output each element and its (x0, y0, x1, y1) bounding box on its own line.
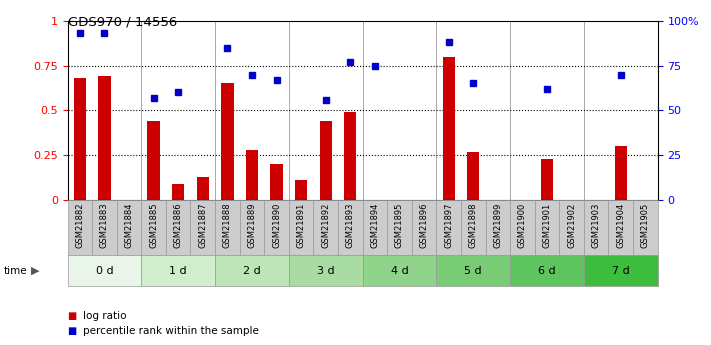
Bar (319, 121, 332, 200)
Text: ■: ■ (68, 326, 77, 336)
Bar (270, 164, 283, 200)
Text: GSM21883: GSM21883 (100, 203, 109, 248)
Text: GSM21893: GSM21893 (346, 203, 355, 248)
Bar (614, 146, 627, 200)
Text: GSM21903: GSM21903 (592, 203, 601, 248)
Bar (633, 200, 658, 255)
Text: GSM21892: GSM21892 (321, 203, 330, 248)
Bar (74, 78, 86, 200)
Text: GSM21896: GSM21896 (419, 203, 429, 248)
Bar (437, 255, 510, 286)
Bar (172, 184, 184, 200)
Text: GSM21890: GSM21890 (272, 203, 281, 248)
Bar (560, 200, 584, 255)
Text: GSM21887: GSM21887 (198, 203, 208, 248)
Bar (510, 255, 584, 286)
Text: GSM21886: GSM21886 (173, 203, 183, 248)
Text: 2 d: 2 d (243, 266, 261, 276)
Text: GDS970 / 14556: GDS970 / 14556 (68, 16, 177, 29)
Text: GSM21900: GSM21900 (518, 203, 527, 248)
Text: 3 d: 3 d (317, 266, 335, 276)
Text: GSM21901: GSM21901 (542, 203, 552, 248)
Bar (221, 83, 233, 200)
Text: percentile rank within the sample: percentile rank within the sample (83, 326, 259, 336)
Text: ■: ■ (68, 311, 77, 321)
Bar (486, 200, 510, 255)
Text: log ratio: log ratio (83, 311, 127, 321)
Text: GSM21889: GSM21889 (247, 203, 257, 248)
Text: GSM21894: GSM21894 (370, 203, 380, 248)
Bar (141, 255, 215, 286)
Bar (92, 200, 117, 255)
Text: GSM21891: GSM21891 (296, 203, 306, 248)
Text: GSM21884: GSM21884 (124, 203, 134, 248)
Text: GSM21902: GSM21902 (567, 203, 576, 248)
Text: 1 d: 1 d (169, 266, 187, 276)
Text: GSM21885: GSM21885 (149, 203, 158, 248)
Text: 0 d: 0 d (95, 266, 113, 276)
Bar (442, 57, 455, 200)
Bar (191, 200, 215, 255)
Text: 4 d: 4 d (390, 266, 408, 276)
Bar (147, 121, 160, 200)
Bar (240, 200, 264, 255)
Bar (141, 200, 166, 255)
Bar (609, 200, 633, 255)
Bar (215, 255, 289, 286)
Text: GSM21897: GSM21897 (444, 203, 453, 248)
Text: 6 d: 6 d (538, 266, 556, 276)
Bar (584, 255, 658, 286)
Bar (295, 180, 307, 200)
Bar (289, 255, 363, 286)
Bar (437, 200, 461, 255)
Bar (197, 177, 209, 200)
Text: GSM21905: GSM21905 (641, 203, 650, 248)
Text: GSM21882: GSM21882 (75, 203, 85, 248)
Bar (363, 255, 437, 286)
Text: GSM21898: GSM21898 (469, 203, 478, 248)
Text: GSM21895: GSM21895 (395, 203, 404, 248)
Text: ▶: ▶ (31, 266, 39, 276)
Bar (246, 150, 258, 200)
Bar (215, 200, 240, 255)
Bar (467, 152, 479, 200)
Bar (584, 200, 609, 255)
Text: 5 d: 5 d (464, 266, 482, 276)
Bar (461, 200, 486, 255)
Text: time: time (4, 266, 27, 276)
Bar (387, 200, 412, 255)
Text: GSM21888: GSM21888 (223, 203, 232, 248)
Bar (344, 112, 356, 200)
Bar (68, 255, 141, 286)
Text: GSM21899: GSM21899 (493, 203, 503, 248)
Bar (510, 200, 535, 255)
Text: GSM21904: GSM21904 (616, 203, 625, 248)
Bar (338, 200, 363, 255)
Bar (412, 200, 437, 255)
Text: 7 d: 7 d (612, 266, 630, 276)
Bar (68, 200, 92, 255)
Bar (535, 200, 560, 255)
Bar (98, 76, 111, 200)
Bar (166, 200, 191, 255)
Bar (314, 200, 338, 255)
Bar (363, 200, 387, 255)
Bar (289, 200, 314, 255)
Bar (117, 200, 141, 255)
Bar (264, 200, 289, 255)
Bar (541, 159, 553, 200)
